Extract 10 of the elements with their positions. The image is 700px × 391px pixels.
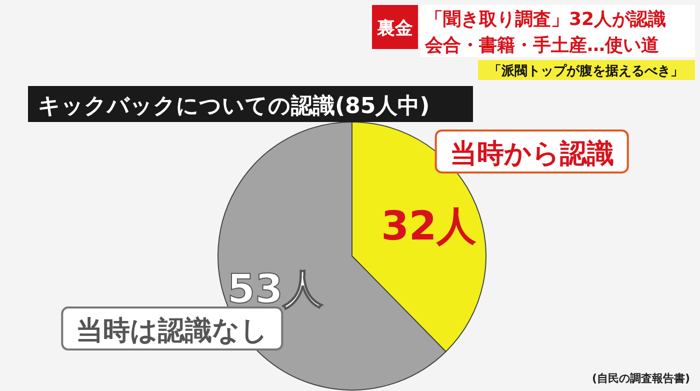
data-label: 53人 bbox=[227, 266, 324, 312]
data-label: 32人 bbox=[381, 204, 478, 250]
text: 「聞き取り調査」32人が認識 bbox=[425, 9, 666, 30]
slice-label: 当時から認識 bbox=[450, 138, 614, 170]
slice-label: 当時は認識なし bbox=[76, 316, 268, 347]
text: 会合・書籍・手土産…使い道 bbox=[424, 35, 659, 56]
chart-title: キックバックについての認識(85人中) bbox=[38, 94, 430, 119]
text: 裏金 bbox=[376, 18, 413, 39]
text: (自民の調査報告書) bbox=[592, 372, 690, 385]
text: 「派閥トップが腹を据えるべき」 bbox=[488, 63, 684, 79]
